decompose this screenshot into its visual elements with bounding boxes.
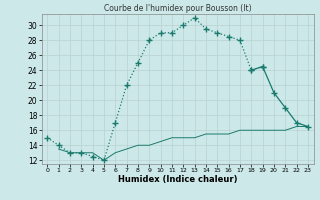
X-axis label: Humidex (Indice chaleur): Humidex (Indice chaleur) (118, 175, 237, 184)
Title: Courbe de l'humidex pour Bousson (It): Courbe de l'humidex pour Bousson (It) (104, 4, 252, 13)
